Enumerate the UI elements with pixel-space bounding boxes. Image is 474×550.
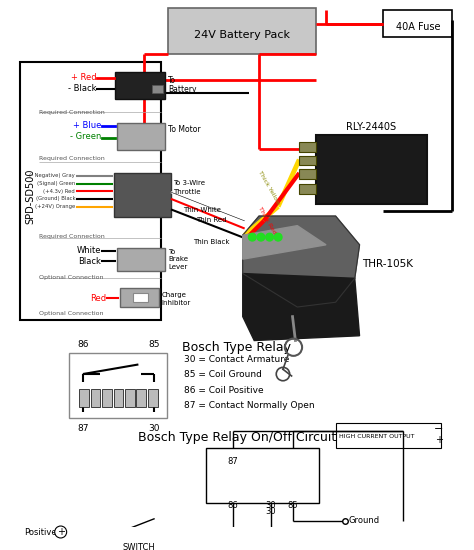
Text: Optional Connection: Optional Connection xyxy=(39,276,103,280)
Bar xyxy=(148,389,157,406)
Bar xyxy=(152,85,163,92)
Text: Thin Red: Thin Red xyxy=(196,217,227,223)
Text: (Signal) Green: (Signal) Green xyxy=(37,181,75,186)
Text: 30: 30 xyxy=(265,507,276,516)
Text: Inhibitor: Inhibitor xyxy=(161,300,191,306)
Bar xyxy=(137,389,146,406)
Text: (Ground) Black: (Ground) Black xyxy=(36,196,75,201)
Text: + Red: + Red xyxy=(71,73,96,82)
Bar xyxy=(125,389,135,406)
Text: Lever: Lever xyxy=(168,264,187,270)
Bar xyxy=(299,169,317,179)
Text: (+24V) Orange: (+24V) Orange xyxy=(35,204,75,209)
Text: Brake: Brake xyxy=(168,256,188,262)
Bar xyxy=(383,10,452,37)
Text: Bosch Type Relay On/Off Circuit: Bosch Type Relay On/Off Circuit xyxy=(138,432,336,444)
Bar xyxy=(317,135,427,204)
Text: RLY-2440S: RLY-2440S xyxy=(346,122,396,132)
Text: White: White xyxy=(77,246,101,255)
Text: 86: 86 xyxy=(77,340,89,349)
Polygon shape xyxy=(243,226,326,259)
Text: Red: Red xyxy=(90,294,106,303)
Bar xyxy=(336,423,441,448)
Text: - Green: - Green xyxy=(70,132,101,141)
Bar xyxy=(79,389,89,406)
Bar xyxy=(118,248,165,271)
Text: +: + xyxy=(435,435,443,445)
Bar xyxy=(118,123,165,150)
Bar xyxy=(299,142,317,152)
Text: 30 = Contact Armature: 30 = Contact Armature xyxy=(184,355,290,364)
Bar xyxy=(206,448,319,503)
Bar xyxy=(102,389,111,406)
Text: To 3-Wire: To 3-Wire xyxy=(173,180,205,185)
Text: 87: 87 xyxy=(77,424,89,433)
Text: Thick Red: Thick Red xyxy=(257,206,277,235)
Text: Thin Black: Thin Black xyxy=(193,239,229,245)
Text: Required Connection: Required Connection xyxy=(39,156,105,161)
Text: 86 = Coil Positive: 86 = Coil Positive xyxy=(184,386,264,394)
Text: 24V Battery Pack: 24V Battery Pack xyxy=(194,30,290,40)
Bar xyxy=(20,62,161,321)
Polygon shape xyxy=(243,216,360,307)
Text: Positive: Positive xyxy=(25,527,57,536)
Bar xyxy=(116,73,165,100)
Text: Required Connection: Required Connection xyxy=(39,234,105,239)
Text: + Blue: + Blue xyxy=(73,120,101,130)
Text: −: − xyxy=(434,424,444,433)
Text: To Motor: To Motor xyxy=(168,125,201,134)
Text: SPD-SD500: SPD-SD500 xyxy=(25,168,35,224)
Bar xyxy=(299,184,317,194)
Bar xyxy=(168,8,317,54)
Text: 30: 30 xyxy=(265,502,276,510)
Text: 87 = Contact Normally Open: 87 = Contact Normally Open xyxy=(184,401,315,410)
Text: Required Connection: Required Connection xyxy=(39,110,105,115)
Text: Black: Black xyxy=(78,257,101,266)
Text: Thin White: Thin White xyxy=(182,207,220,213)
Text: - Black: - Black xyxy=(68,84,96,94)
Circle shape xyxy=(248,233,256,241)
Text: (+4.3v) Red: (+4.3v) Red xyxy=(44,189,75,194)
Bar xyxy=(113,389,123,406)
Text: (- Negative) Gray: (- Negative) Gray xyxy=(29,173,75,178)
Bar xyxy=(120,288,158,307)
Bar xyxy=(133,293,148,303)
Text: 87: 87 xyxy=(228,458,238,466)
Text: +: + xyxy=(57,527,64,537)
Bar xyxy=(299,156,317,166)
Text: Thick Yellow: Thick Yellow xyxy=(257,169,280,205)
Circle shape xyxy=(257,233,265,241)
Text: To: To xyxy=(168,249,175,255)
Text: 85: 85 xyxy=(287,502,298,510)
Circle shape xyxy=(266,233,273,241)
Bar xyxy=(70,353,167,418)
Text: Optional Connection: Optional Connection xyxy=(39,311,103,316)
Text: Ground: Ground xyxy=(348,516,379,525)
Text: 30: 30 xyxy=(148,424,159,433)
Text: Battery: Battery xyxy=(168,85,197,94)
Text: SWITCH: SWITCH xyxy=(123,543,156,550)
Text: Bosch Type Relay: Bosch Type Relay xyxy=(182,340,292,354)
Bar xyxy=(113,173,171,217)
Text: Throttle: Throttle xyxy=(173,189,201,195)
Text: Charge: Charge xyxy=(161,292,186,298)
Text: 85: 85 xyxy=(148,340,159,349)
Text: 86: 86 xyxy=(228,502,238,510)
Circle shape xyxy=(274,233,282,241)
Text: HIGH CURRENT OUTPUT: HIGH CURRENT OUTPUT xyxy=(339,434,415,439)
Text: To: To xyxy=(168,76,176,85)
Polygon shape xyxy=(243,273,360,340)
Text: 85 = Coil Ground: 85 = Coil Ground xyxy=(184,370,262,379)
Text: 40A Fuse: 40A Fuse xyxy=(396,23,440,32)
Text: THR-105K: THR-105K xyxy=(363,259,413,269)
Bar xyxy=(91,389,100,406)
